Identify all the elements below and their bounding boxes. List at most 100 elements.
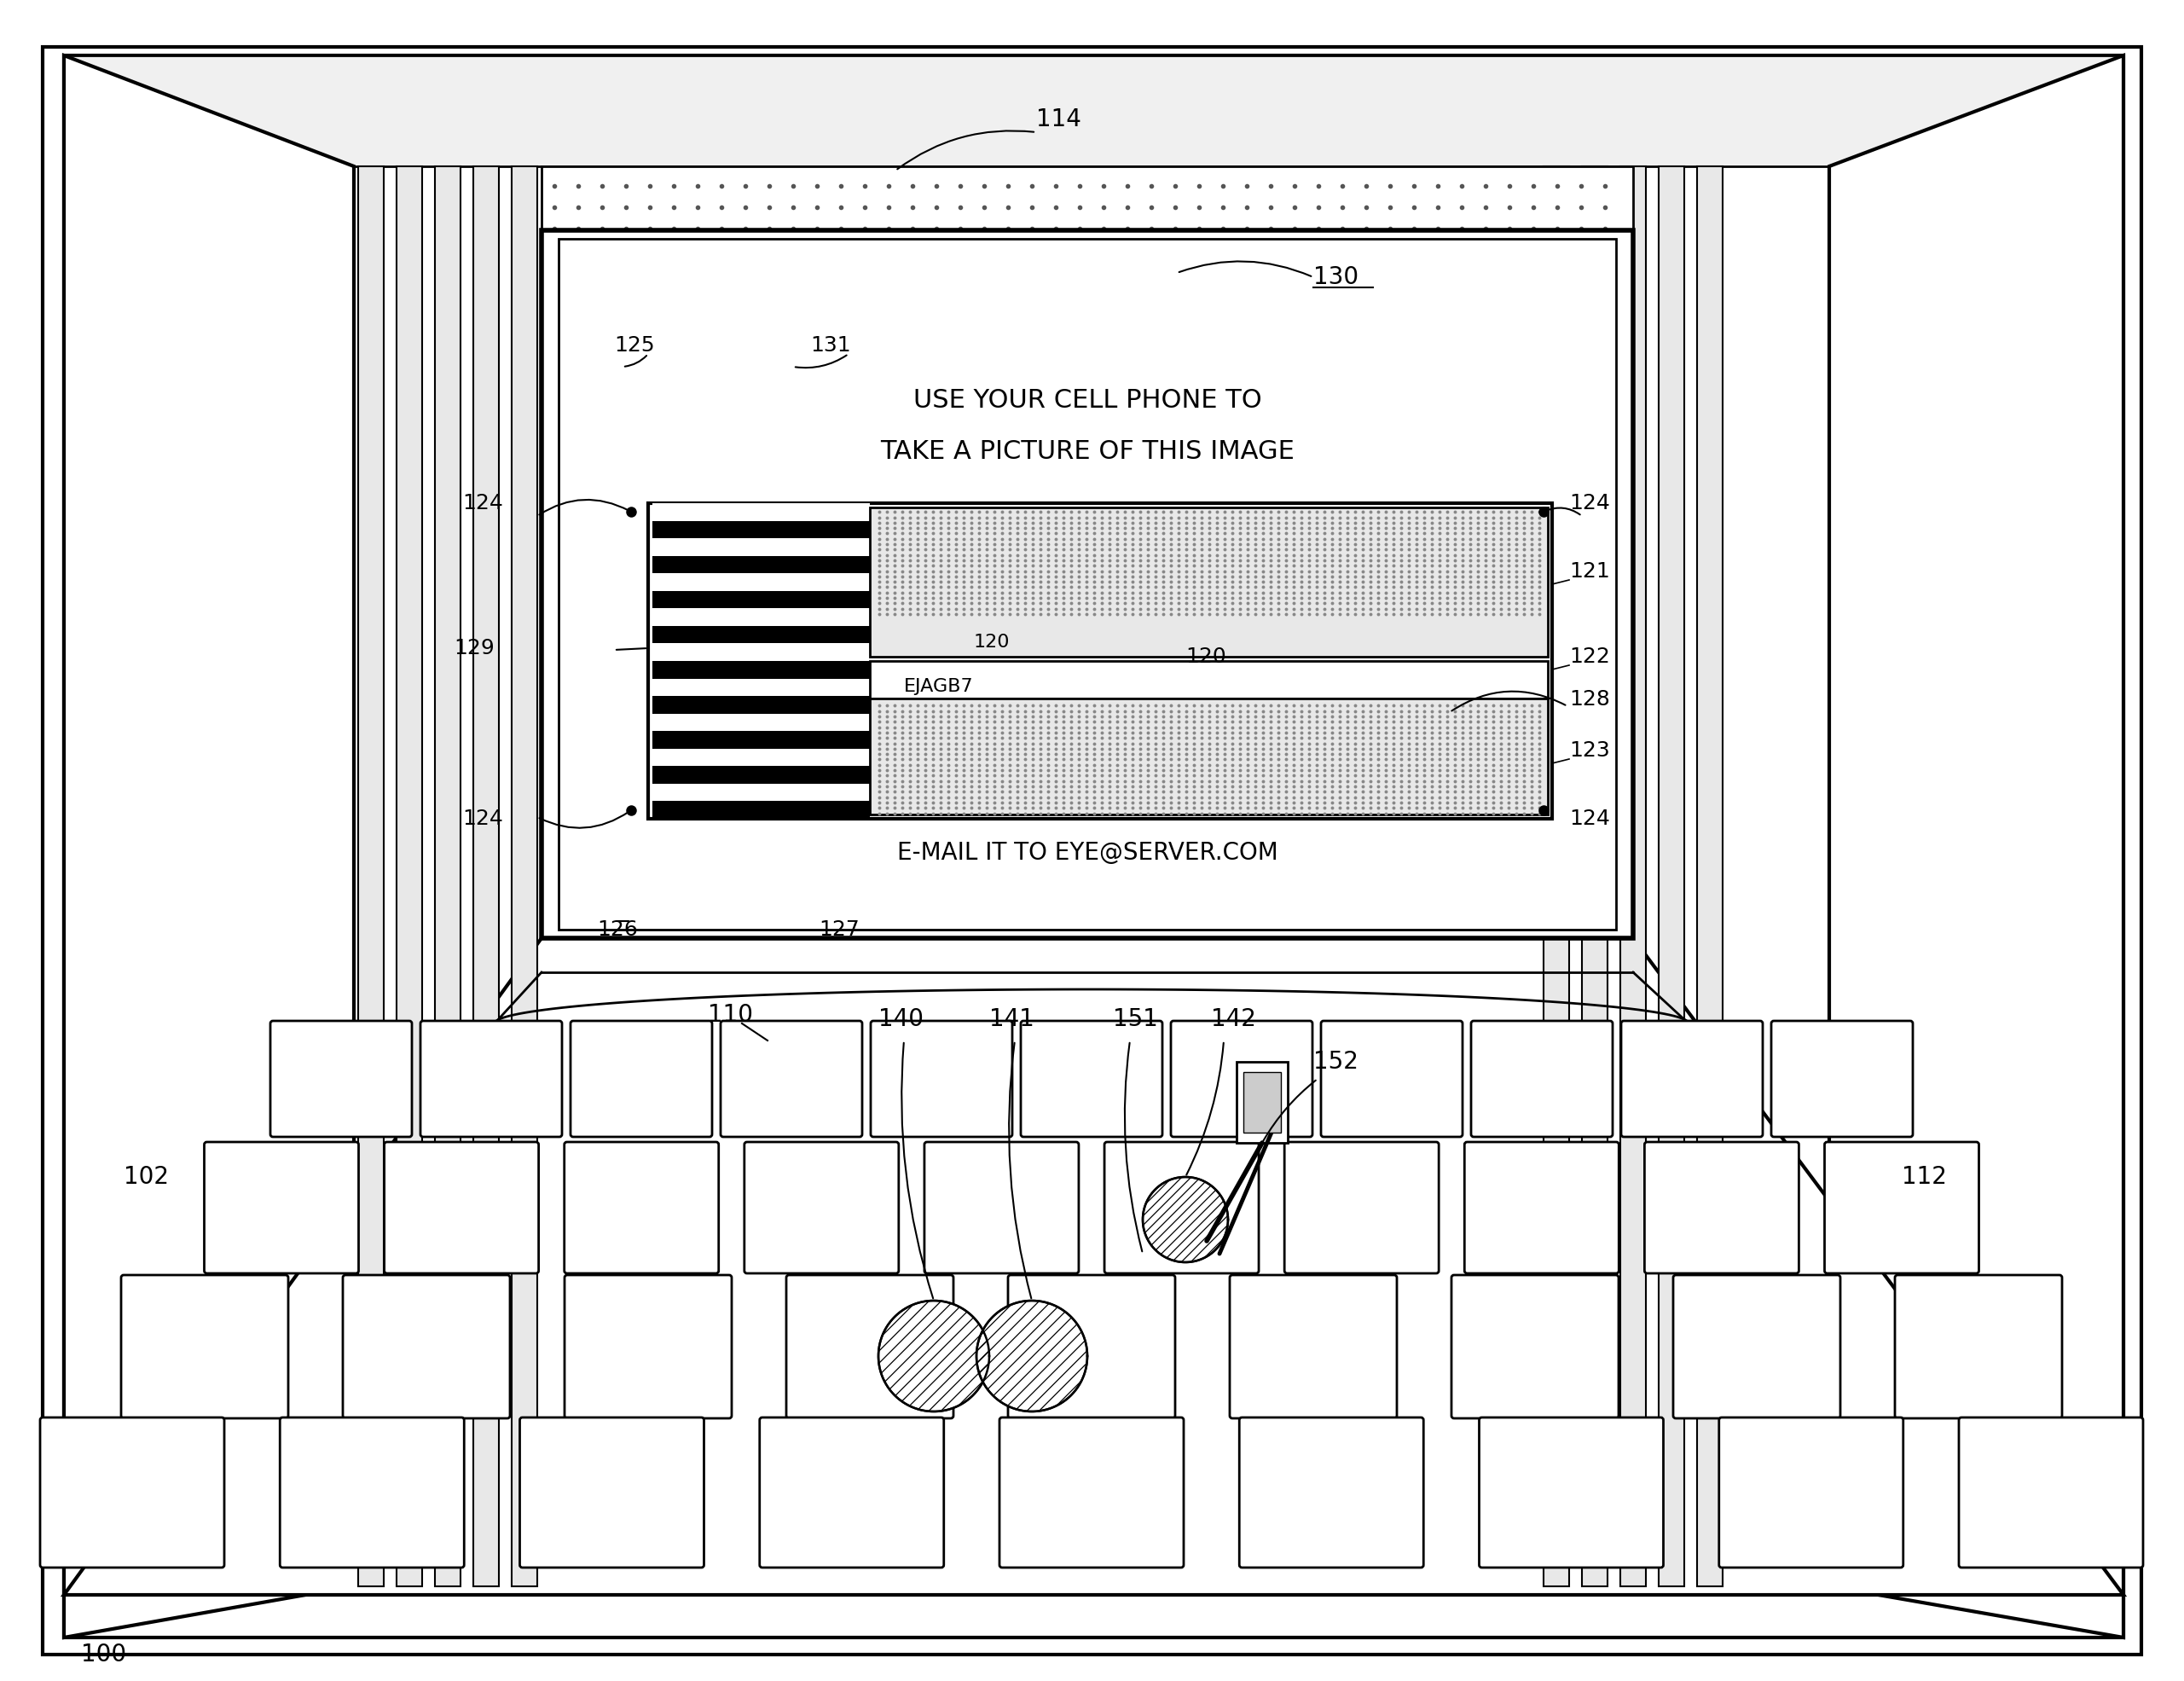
Bar: [653, 503, 869, 521]
Bar: [869, 699, 1548, 815]
Polygon shape: [63, 938, 2123, 1595]
Text: 151: 151: [1114, 1007, 1158, 1030]
FancyBboxPatch shape: [1719, 1417, 1902, 1568]
FancyBboxPatch shape: [563, 1141, 719, 1273]
FancyBboxPatch shape: [1824, 1141, 1979, 1273]
FancyBboxPatch shape: [871, 1020, 1011, 1136]
Text: 120: 120: [1186, 647, 1225, 667]
FancyBboxPatch shape: [39, 1417, 225, 1568]
Text: 100: 100: [81, 1642, 127, 1666]
Text: 124: 124: [463, 809, 502, 829]
FancyBboxPatch shape: [1959, 1417, 2143, 1568]
Bar: [653, 748, 869, 767]
Bar: [358, 166, 384, 1587]
FancyBboxPatch shape: [1230, 1274, 1398, 1419]
Text: E-MAIL IT TO EYE@SERVER.COM: E-MAIL IT TO EYE@SERVER.COM: [898, 840, 1278, 864]
Polygon shape: [976, 1301, 1088, 1412]
FancyBboxPatch shape: [384, 1141, 539, 1273]
Text: USE YOUR CELL PHONE TO: USE YOUR CELL PHONE TO: [913, 388, 1262, 414]
Bar: [653, 625, 869, 644]
Bar: [653, 679, 869, 696]
FancyBboxPatch shape: [1000, 1417, 1184, 1568]
Bar: [435, 166, 461, 1587]
Text: 112: 112: [1902, 1165, 1946, 1188]
Text: 121: 121: [1568, 561, 1610, 582]
FancyBboxPatch shape: [205, 1141, 358, 1273]
FancyBboxPatch shape: [1465, 1141, 1618, 1273]
FancyBboxPatch shape: [786, 1274, 954, 1419]
FancyBboxPatch shape: [1771, 1020, 1913, 1136]
Bar: [653, 783, 869, 802]
FancyBboxPatch shape: [563, 1274, 732, 1419]
FancyBboxPatch shape: [1284, 1141, 1439, 1273]
Bar: [653, 696, 869, 713]
Text: 142: 142: [1210, 1007, 1256, 1030]
Bar: [474, 166, 498, 1587]
Text: 129: 129: [454, 639, 494, 659]
Text: 130: 130: [1313, 266, 1358, 289]
Bar: [542, 230, 1634, 938]
Bar: [653, 731, 869, 748]
Text: TAKE A PICTURE OF THIS IMAGE: TAKE A PICTURE OF THIS IMAGE: [880, 440, 1295, 464]
Text: 152: 152: [1313, 1051, 1358, 1074]
Bar: [1544, 166, 1568, 1587]
Bar: [653, 661, 869, 679]
Polygon shape: [1830, 55, 2123, 1637]
FancyBboxPatch shape: [570, 1020, 712, 1136]
FancyBboxPatch shape: [1452, 1274, 1618, 1419]
FancyBboxPatch shape: [721, 1020, 863, 1136]
Text: 122: 122: [1568, 647, 1610, 667]
Text: 123: 123: [1568, 740, 1610, 761]
FancyBboxPatch shape: [1479, 1417, 1664, 1568]
Bar: [397, 166, 422, 1587]
FancyBboxPatch shape: [1645, 1141, 1800, 1273]
Polygon shape: [1142, 1177, 1227, 1262]
FancyBboxPatch shape: [422, 1020, 561, 1136]
FancyBboxPatch shape: [745, 1141, 898, 1273]
Text: 127: 127: [819, 920, 858, 940]
Bar: [1236, 1062, 1289, 1143]
Bar: [653, 590, 869, 609]
Text: 141: 141: [989, 1007, 1035, 1030]
Text: 120: 120: [974, 634, 1009, 651]
Text: 114: 114: [1035, 108, 1081, 131]
Bar: [869, 508, 1548, 657]
Bar: [1621, 166, 1647, 1587]
Bar: [1581, 166, 1607, 1587]
Text: EJAGB7: EJAGB7: [904, 677, 974, 694]
FancyBboxPatch shape: [1105, 1141, 1258, 1273]
Bar: [653, 713, 869, 731]
FancyBboxPatch shape: [760, 1417, 943, 1568]
FancyBboxPatch shape: [1621, 1020, 1762, 1136]
Bar: [653, 521, 869, 538]
Text: 131: 131: [810, 335, 852, 356]
FancyBboxPatch shape: [1009, 1274, 1175, 1419]
Bar: [1658, 166, 1684, 1587]
FancyBboxPatch shape: [280, 1417, 465, 1568]
FancyBboxPatch shape: [1472, 1020, 1612, 1136]
Bar: [649, 503, 1553, 819]
FancyBboxPatch shape: [924, 1141, 1079, 1273]
Bar: [1243, 1072, 1280, 1133]
FancyBboxPatch shape: [1238, 1417, 1424, 1568]
Polygon shape: [878, 1301, 989, 1412]
Polygon shape: [63, 55, 354, 1637]
Bar: [542, 166, 1634, 230]
Bar: [653, 573, 869, 590]
FancyBboxPatch shape: [1321, 1020, 1463, 1136]
Bar: [653, 609, 869, 625]
Bar: [653, 644, 869, 661]
FancyBboxPatch shape: [1020, 1020, 1162, 1136]
Text: 124: 124: [1568, 493, 1610, 513]
Bar: [653, 767, 869, 783]
Bar: [1697, 166, 1723, 1587]
Text: 124: 124: [1568, 809, 1610, 829]
FancyBboxPatch shape: [1171, 1020, 1313, 1136]
Bar: [869, 661, 1548, 699]
Bar: [653, 538, 869, 556]
Text: 140: 140: [878, 1007, 924, 1030]
Text: 128: 128: [1568, 689, 1610, 709]
FancyBboxPatch shape: [271, 1020, 413, 1136]
Text: 126: 126: [596, 920, 638, 940]
Bar: [653, 802, 869, 819]
